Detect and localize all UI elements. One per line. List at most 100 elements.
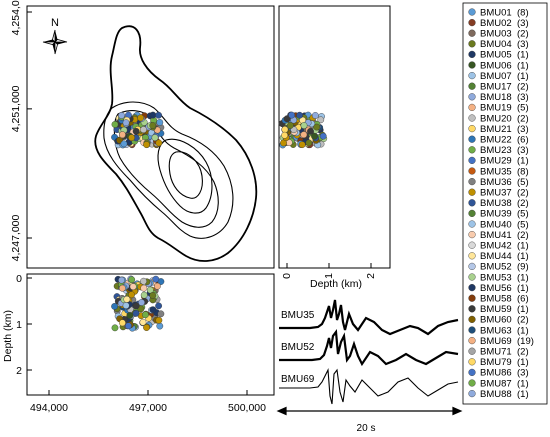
legend-label: BMU20: [480, 113, 512, 124]
hypocenter-marker-ns: [129, 283, 137, 291]
legend-label: BMU37: [480, 188, 512, 199]
time-scale-label: 20 s: [357, 423, 376, 434]
legend-label: BMU86: [480, 368, 512, 379]
right-x-tick-label: 2: [365, 273, 377, 279]
legend-marker: [468, 50, 476, 59]
legend-label: BMU23: [480, 145, 512, 156]
bottom-ylabel: Depth (km): [2, 310, 14, 362]
legend-label: BMU41: [480, 230, 512, 241]
legend-marker: [468, 390, 476, 398]
bottom-y-tick-label: 2: [16, 365, 22, 377]
legend-label: BMU18: [480, 92, 512, 103]
epicenter-marker: [155, 139, 163, 147]
right-hypocenters: [278, 111, 328, 149]
epicenter-marker: [151, 134, 159, 142]
legend-label: BMU42: [480, 241, 512, 252]
legend-count: (3): [517, 145, 529, 156]
right-panel-frame: [278, 5, 391, 269]
hypocenter-marker-ns: [155, 316, 163, 324]
legend-marker: [468, 188, 476, 196]
legend-marker: [468, 315, 476, 324]
legend-count: (2): [517, 188, 529, 199]
legend-count: (2): [517, 347, 529, 358]
hypocenter-marker-ns: [132, 309, 140, 317]
legend-marker: [468, 199, 476, 207]
hypocenter-marker-ns: [140, 284, 148, 292]
legend-marker: [468, 125, 476, 133]
legend-marker: [468, 178, 476, 186]
legend-label: BMU79: [480, 357, 512, 368]
legend-count: (2): [517, 29, 529, 40]
legend-marker: [468, 252, 476, 260]
hypocenter-marker-ew: [317, 116, 325, 124]
legend-marker: [468, 337, 476, 345]
legend-count: (6): [517, 135, 529, 146]
legend-label: BMU05: [480, 50, 512, 61]
legend-count: (1): [517, 60, 529, 71]
hypocenter-marker-ns: [153, 282, 161, 290]
right-x-ticks: 0 1 2: [281, 263, 377, 279]
time-scale-bar: [276, 406, 463, 416]
hypocenter-marker-ns: [157, 310, 165, 318]
legend-label: BMU56: [480, 283, 512, 294]
right-xlabel: Depth (km): [310, 278, 362, 290]
hypocenter-marker-ns: [128, 276, 136, 284]
bottom-y-tick-label: 1: [16, 319, 22, 331]
legend-count: (1): [517, 325, 529, 336]
north-label: N: [51, 17, 59, 29]
waveform-panel: BMU35 BMU52 BMU69 20 s: [276, 299, 463, 434]
hypocenter-marker-ew: [307, 127, 314, 135]
legend-count: (1): [517, 304, 529, 315]
hypocenter-marker-ns: [123, 295, 131, 303]
legend-label: BMU63: [480, 325, 512, 336]
hypocenter-marker-ew: [281, 131, 289, 139]
legend-label: BMU53: [480, 272, 512, 283]
legend-marker: [468, 273, 476, 281]
waveform-trace-bmu69: [279, 367, 459, 405]
legend-marker: [468, 71, 476, 80]
hypocenter-marker-ns: [140, 277, 147, 285]
legend-marker: [468, 294, 476, 302]
legend-label: BMU38: [480, 198, 512, 209]
legend-marker: [468, 347, 476, 355]
hypocenter-marker-ew: [311, 112, 319, 119]
legend-label: BMU40: [480, 219, 512, 230]
map-y-tick-label: 4,251,000: [10, 85, 22, 132]
legend-count: (1): [517, 283, 529, 294]
legend-marker: [468, 220, 476, 228]
waveform-label-bmu69: BMU69: [281, 374, 315, 385]
contour-5: [168, 151, 203, 199]
hypocenter-marker-ns: [111, 324, 119, 332]
hypocenter-marker-ns: [132, 302, 140, 310]
legend-marker: [468, 284, 476, 292]
hypocenter-marker-ew: [300, 122, 308, 129]
legend-marker: [468, 156, 476, 165]
legend-marker: [468, 146, 476, 154]
map-epicenters: [111, 111, 165, 149]
legend-marker: [468, 326, 476, 334]
bottom-y-tick-label: 0: [16, 273, 22, 285]
legend-count: (1): [517, 50, 529, 61]
legend-count: (3): [517, 18, 529, 29]
legend-count: (1): [517, 251, 529, 262]
legend-count: (5): [517, 103, 529, 114]
legend-marker: [468, 82, 476, 90]
legend-count: (5): [517, 219, 529, 230]
legend-count: (8): [517, 7, 529, 18]
hypocenter-marker-ew: [288, 111, 296, 119]
hypocenter-marker-ew: [319, 132, 327, 140]
hypocenter-marker-ns: [156, 322, 164, 330]
legend-marker: [468, 241, 476, 249]
legend-marker: [468, 19, 476, 27]
hypocenter-marker-ew: [313, 123, 321, 131]
epicenter-marker: [120, 140, 128, 148]
legend-count: (3): [517, 368, 529, 379]
legend-label: BMU69: [480, 336, 512, 347]
hypocenter-marker-ns: [139, 318, 147, 326]
legend-label: BMU71: [480, 347, 512, 358]
legend-marker: [468, 305, 476, 313]
legend-count: (9): [517, 262, 529, 273]
legend-label: BMU60: [480, 315, 512, 326]
legend-count: (2): [517, 113, 529, 124]
